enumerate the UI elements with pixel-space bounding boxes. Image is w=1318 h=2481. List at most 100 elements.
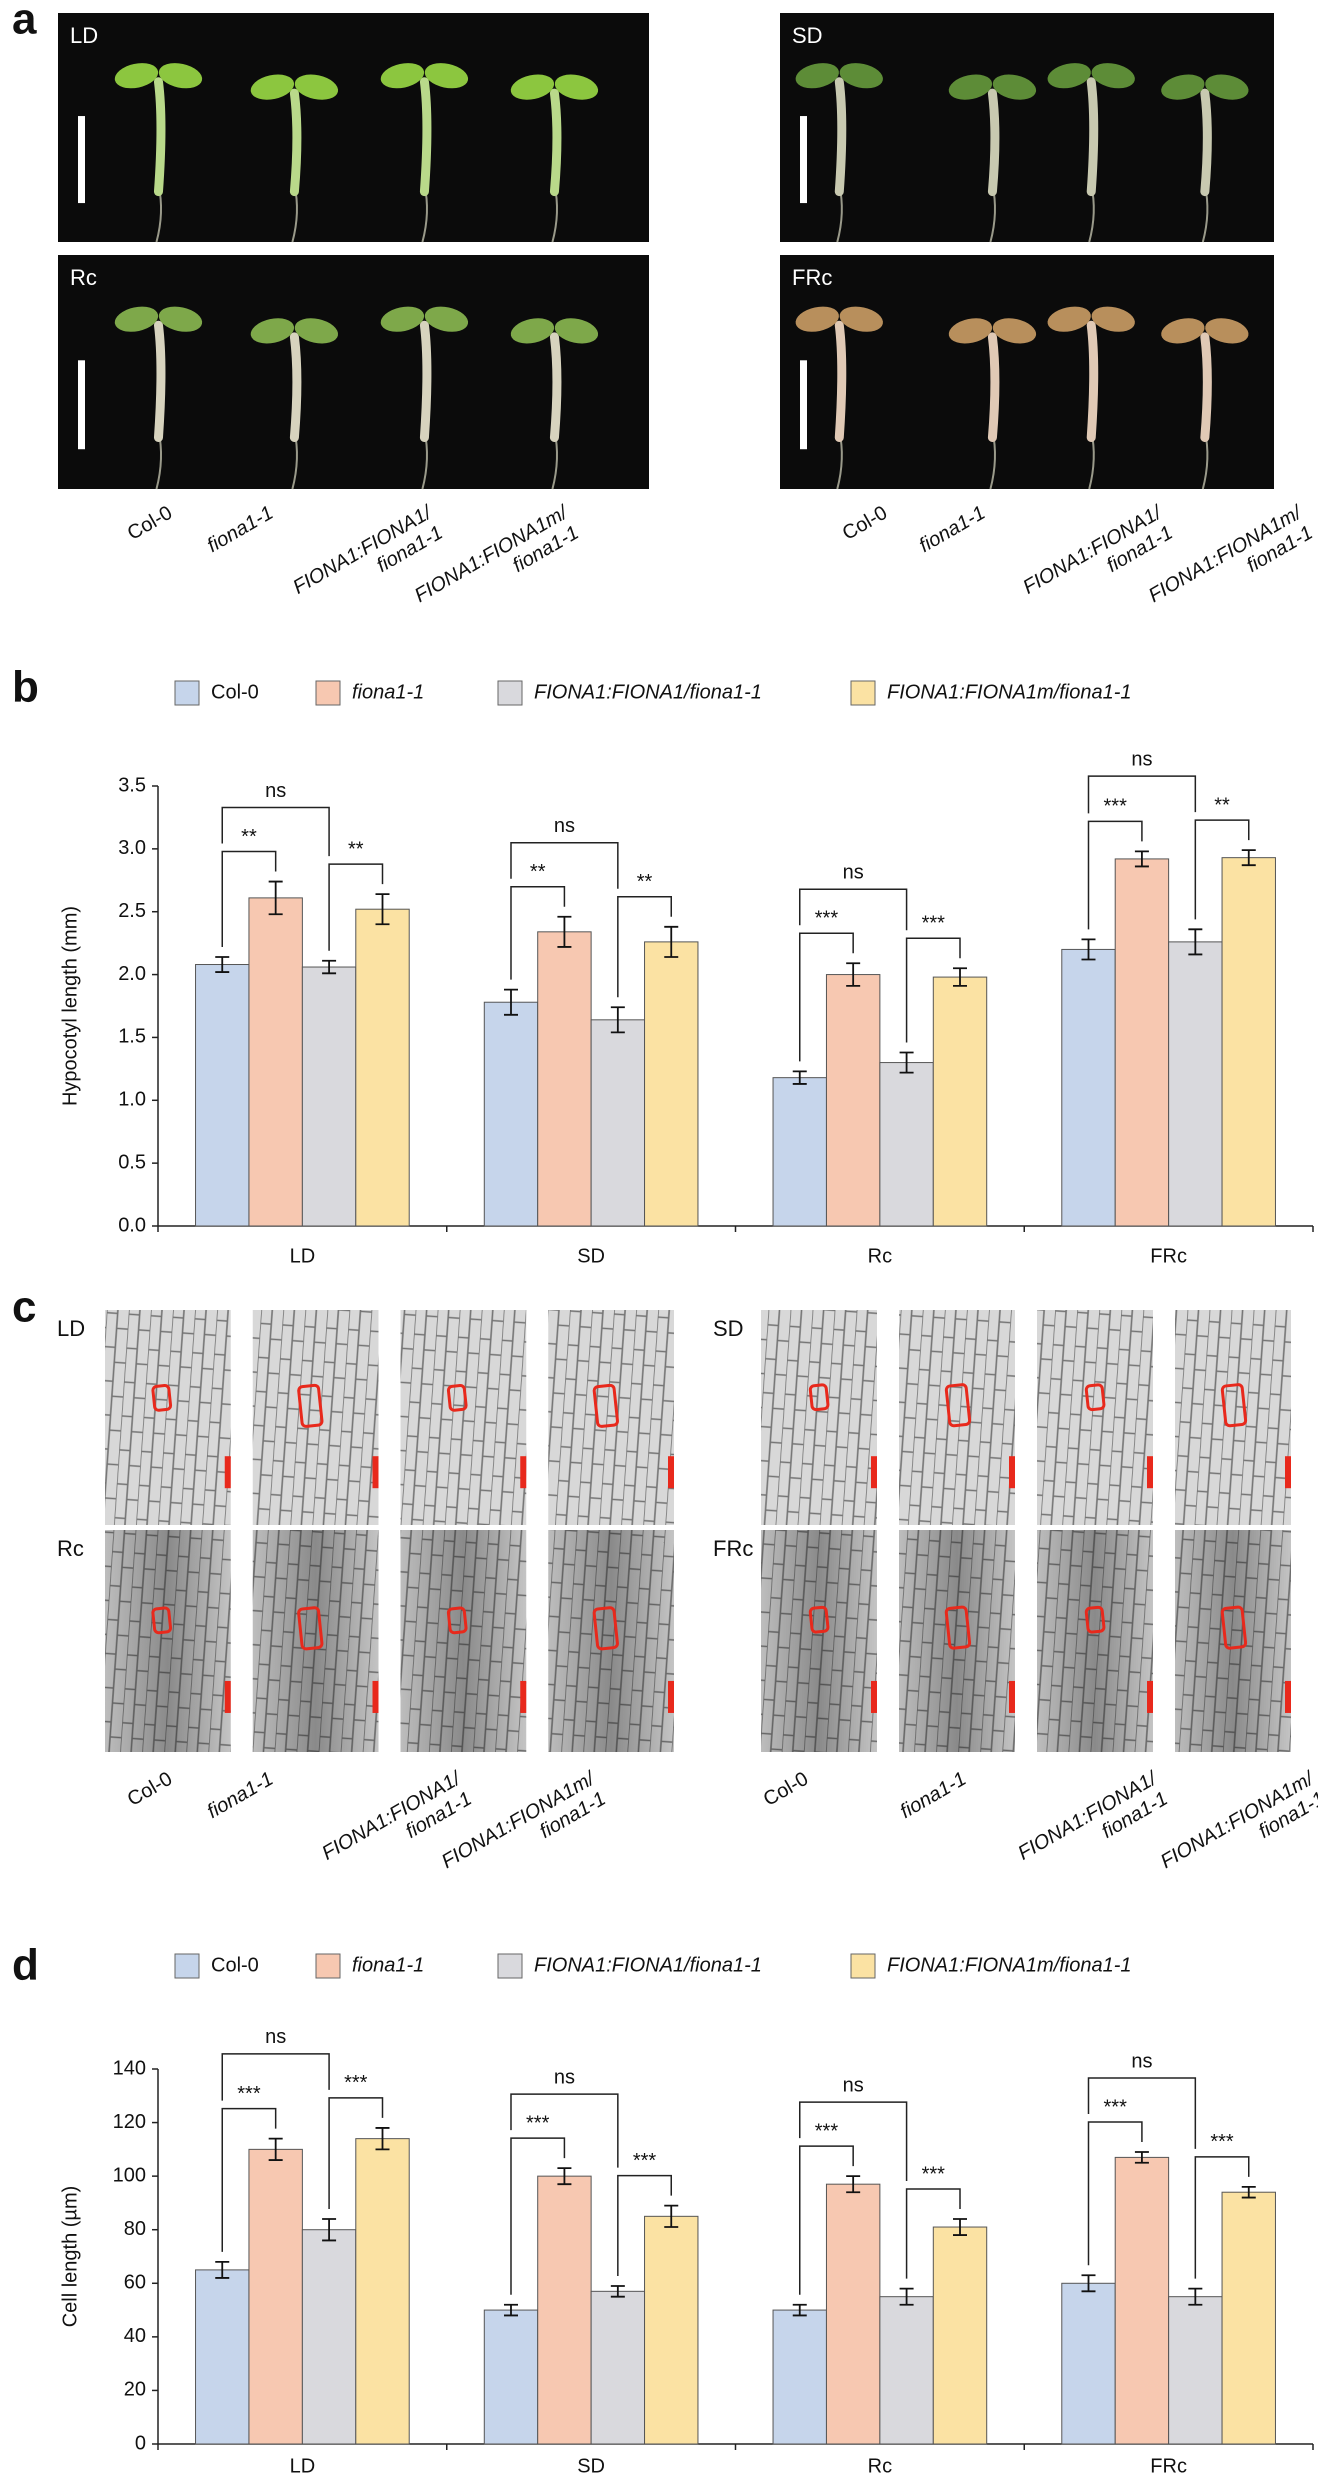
legend-label: FIONA1:FIONA1m/fiona1-1	[887, 1954, 1132, 1976]
cotyledon	[948, 318, 993, 344]
significance-bracket	[328, 863, 384, 951]
cell-texture	[252, 1530, 379, 1752]
significance-label: ns	[554, 2066, 575, 2088]
condition-label: Rc	[70, 265, 97, 290]
hypocotyl	[1200, 88, 1212, 197]
error-bar	[1241, 849, 1256, 867]
scale-bar	[668, 1456, 674, 1489]
photo	[780, 13, 1274, 242]
cotyledon	[380, 63, 425, 89]
cell-texture	[252, 1310, 379, 1525]
legend-swatch	[850, 680, 876, 706]
significance-bracket	[617, 2174, 673, 2276]
cotyledon	[992, 74, 1037, 100]
significance-label: ns	[843, 862, 864, 884]
significance-label: ***	[526, 2112, 550, 2134]
bar	[1114, 858, 1170, 1227]
hypocotyl	[834, 320, 847, 443]
error-bar	[664, 925, 679, 958]
x-tick-label: FRc	[1150, 1245, 1187, 1267]
cell-texture	[400, 1310, 527, 1525]
scale-bar	[1285, 1680, 1291, 1713]
significance-label: **	[348, 838, 364, 860]
error-bar	[503, 2303, 518, 2317]
bar	[483, 1001, 539, 1227]
cell-texture	[1175, 1310, 1291, 1525]
x-tick-label: Rc	[868, 2455, 892, 2477]
significance-label: ns	[554, 815, 575, 837]
genotype-label: FIONA1:FIONA1m/fiona1-1	[1157, 1767, 1318, 1873]
legend-swatch	[174, 1953, 200, 1979]
significance-label: ***	[815, 2120, 839, 2142]
hypocotyl	[289, 88, 302, 197]
scale-bar	[224, 1456, 231, 1489]
bar	[355, 2138, 410, 2445]
legend-label: FIONA1:FIONA1m/fiona1-1	[887, 681, 1132, 703]
scale-bar	[668, 1680, 674, 1713]
bar	[301, 966, 357, 1227]
scale-bar	[520, 1680, 527, 1713]
cotyledon	[1161, 74, 1205, 100]
cell-texture	[1175, 1530, 1291, 1752]
bar	[195, 2269, 250, 2445]
bar	[772, 2309, 827, 2445]
significance-label: ns	[265, 2026, 286, 2048]
bar	[1221, 857, 1276, 1227]
bar	[1221, 2191, 1276, 2445]
error-bar	[610, 1006, 625, 1034]
cell-texture	[1037, 1310, 1153, 1525]
significance-bracket	[510, 885, 566, 980]
bar	[248, 2148, 303, 2445]
hypocotyl	[549, 88, 562, 197]
hypocotyl	[834, 77, 847, 197]
genotype-label: fiona1-1	[916, 502, 990, 557]
significance-label: ns	[265, 780, 286, 802]
scale-bar	[871, 1680, 877, 1713]
significance-label: ***	[815, 908, 839, 930]
error-bar	[215, 2260, 230, 2279]
significance-label: ***	[344, 2072, 368, 2094]
significance-bracket	[221, 2053, 330, 2101]
y-tick-label: 80	[124, 2218, 146, 2240]
hypocotyl	[987, 88, 1000, 197]
bar	[1061, 2282, 1116, 2445]
hypocotyl	[153, 320, 166, 443]
cotyledon	[424, 306, 469, 332]
cell-outline	[808, 1383, 830, 1412]
cotyledon	[114, 306, 159, 332]
error-bar	[1134, 850, 1149, 868]
genotype-label-line: fiona1-1	[204, 502, 278, 557]
photo	[780, 255, 1274, 489]
legend-label: FIONA1:FIONA1/fiona1-1	[534, 681, 762, 703]
bar	[644, 2215, 699, 2445]
significance-bracket	[1087, 820, 1143, 930]
error-bar	[322, 959, 337, 975]
significance-label: **	[637, 871, 653, 893]
bar	[537, 931, 592, 1227]
cell-outline	[944, 1605, 972, 1650]
cotyledon	[294, 74, 339, 100]
significance-bracket	[617, 896, 673, 998]
genotype-label: fiona1-1	[897, 1768, 971, 1823]
cotyledon	[839, 306, 883, 332]
hypocotyl	[419, 320, 432, 443]
cell-outline	[1220, 1605, 1248, 1650]
scale-bar	[1147, 1680, 1153, 1713]
cotyledon	[1047, 306, 1091, 332]
y-tick-label: 2.0	[118, 963, 146, 985]
cotyledon	[1205, 318, 1249, 344]
legend-swatch	[315, 1953, 341, 1979]
legend-label: fiona1-1	[352, 1954, 424, 1976]
hypocotyl	[1086, 320, 1099, 443]
y-tick-label: 120	[113, 2111, 146, 2133]
significance-label: **	[241, 826, 257, 848]
bar	[825, 2183, 881, 2445]
significance-label: ns	[843, 2074, 864, 2096]
genotype-label-line: Col-0	[760, 1768, 812, 1811]
error-bar	[268, 880, 283, 916]
bar	[248, 897, 303, 1227]
significance-bracket	[1194, 2156, 1250, 2279]
cell-outline	[1084, 1383, 1106, 1412]
cell-outline	[151, 1606, 173, 1635]
